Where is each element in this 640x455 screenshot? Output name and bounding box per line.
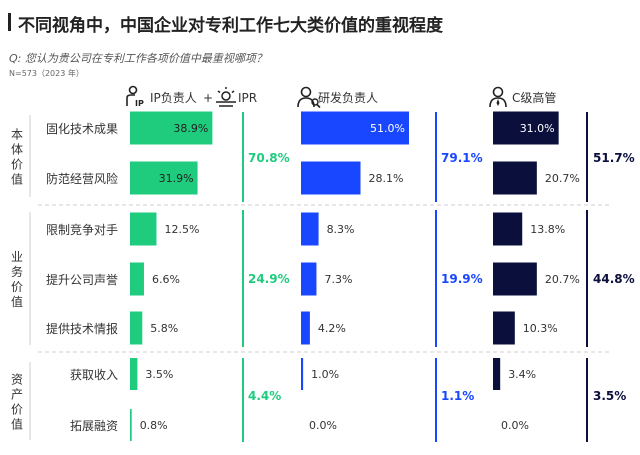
- group-label-char: 体: [11, 143, 23, 157]
- group-total-label: 79.1%: [441, 151, 483, 165]
- bar: [130, 409, 132, 441]
- bar-value-label: 0.0%: [501, 419, 529, 432]
- category-label: 防范经营风险: [46, 171, 118, 186]
- light-bulb-icon: [216, 87, 236, 107]
- bar-value-label: 6.6%: [152, 273, 180, 286]
- survey-question: Q: 您认为贵公司在专利工作各项价值中最重视哪项？: [9, 52, 267, 65]
- group-total-label: 1.1%: [441, 389, 474, 403]
- group-label-char: 本: [11, 128, 23, 142]
- bar: [301, 358, 304, 390]
- bar-value-label: 28.1%: [369, 172, 404, 185]
- category-label: 限制竞争对手: [46, 223, 118, 237]
- bar: [130, 262, 144, 296]
- series-name-1: 研发负责人: [318, 90, 378, 105]
- group-label-char: 价: [11, 158, 23, 172]
- group-label-char: 价: [11, 403, 23, 417]
- bar-value-label: 3.4%: [508, 368, 536, 381]
- category-label: 拓展融资: [70, 419, 118, 433]
- bar-value-label: 0.8%: [140, 419, 168, 432]
- group-label-char: 值: [11, 172, 23, 187]
- category-label: 提供技术情报: [46, 321, 118, 336]
- bar-value-label: 8.3%: [327, 223, 355, 236]
- bar: [493, 262, 537, 296]
- group-total-label: 4.4%: [248, 389, 281, 403]
- bar: [301, 311, 310, 345]
- group-total-label: 51.7%: [593, 151, 635, 165]
- group-total-label: 70.8%: [248, 151, 290, 165]
- group-total-label: 44.8%: [593, 272, 635, 286]
- series-name-ip-plus: +: [203, 91, 213, 105]
- bar-value-label: 51.0%: [370, 122, 405, 135]
- executive-icon: [489, 86, 507, 108]
- chart-title: 不同视角中，中国企业对专利工作七大类价值的重视程度: [18, 16, 443, 36]
- bar-value-label: 7.3%: [324, 273, 352, 286]
- bar-value-label: 31.0%: [520, 122, 555, 135]
- svg-text:IP: IP: [135, 99, 144, 108]
- bar: [130, 111, 213, 145]
- bar: [130, 212, 157, 246]
- group-label-char: 值: [11, 294, 23, 309]
- bar-value-label: 38.9%: [173, 122, 208, 135]
- bar-value-label: 4.2%: [318, 322, 346, 335]
- bar: [130, 358, 138, 390]
- bar: [130, 161, 198, 195]
- bar: [301, 161, 361, 195]
- category-label: 固化技术成果: [46, 122, 118, 136]
- group-label-char: 业: [11, 250, 23, 264]
- group-total-label: 3.5%: [593, 389, 626, 403]
- group-label-char: 价: [11, 280, 23, 294]
- series-name-2: C级高管: [512, 90, 556, 105]
- bar-value-label: 12.5%: [164, 223, 199, 236]
- bar: [493, 161, 537, 195]
- title-accent-bar: [8, 13, 11, 31]
- bar-value-label: 0.0%: [309, 419, 337, 432]
- bar: [130, 311, 143, 345]
- bar: [301, 212, 319, 246]
- bar-value-label: 13.8%: [530, 223, 565, 236]
- bar-value-label: 1.0%: [311, 368, 339, 381]
- category-label: 获取收入: [70, 368, 118, 382]
- group-total-label: 24.9%: [248, 272, 290, 286]
- sample-size: N=573（2023 年）: [9, 69, 84, 78]
- bar-value-label: 20.7%: [545, 273, 580, 286]
- group-label-char: 产: [11, 388, 23, 402]
- bar: [301, 111, 409, 145]
- bar-value-label: 20.7%: [545, 172, 580, 185]
- group-label-char: 资: [11, 373, 23, 387]
- bar-value-label: 3.5%: [145, 368, 173, 381]
- bar: [493, 358, 501, 390]
- ip-person-icon: IP: [126, 85, 144, 108]
- bar: [301, 262, 317, 296]
- series-name-ip-part-1: IP负责人: [150, 91, 197, 105]
- group-label-char: 值: [11, 417, 23, 432]
- group-label-char: 务: [11, 264, 23, 279]
- bar-value-label: 5.8%: [150, 322, 178, 335]
- bar: [493, 111, 559, 145]
- group-total-label: 19.9%: [441, 272, 483, 286]
- bar-value-label: 31.9%: [159, 172, 194, 185]
- series-name-ip-part-2: IPR: [238, 91, 257, 105]
- category-label: 提升公司声誉: [46, 272, 118, 287]
- bar: [493, 311, 515, 345]
- bar-value-label: 10.3%: [523, 322, 558, 335]
- researcher-icon: [297, 86, 321, 109]
- bar: [493, 212, 523, 246]
